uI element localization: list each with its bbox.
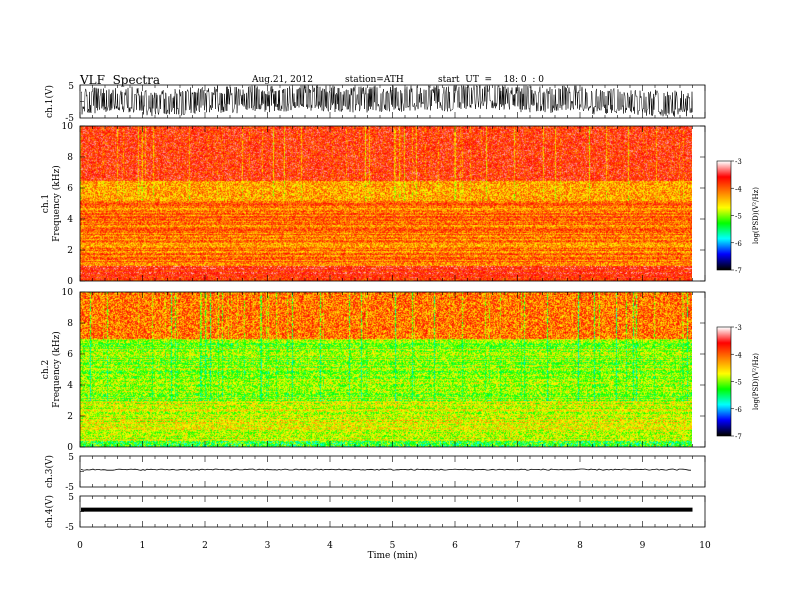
ytick-label-ch2-spectrogram: 8 (67, 319, 73, 329)
colorbar-tick-label-ch1-spectrogram: -7 (735, 267, 742, 275)
ytick-label-ch3-waveform: -5 (65, 483, 74, 493)
ch2-spectrogram-image (80, 292, 692, 447)
ch4-waveform-line (81, 507, 693, 512)
ylabel-ch4-waveform: ch.4(V) (44, 495, 55, 528)
panel-frame-3 (79, 291, 706, 448)
colorbar-tick-label-ch2-spectrogram: -3 (735, 324, 742, 332)
ch2-colorbar (717, 327, 731, 436)
colorbar-tick-label-ch1-spectrogram: -3 (735, 158, 742, 166)
xaxis-label: Time (min) (368, 550, 418, 561)
ytick-label-ch2-spectrogram: 4 (67, 381, 73, 391)
ch1-colorbar (717, 161, 731, 270)
tick-marks (79, 85, 734, 527)
colorbar-tick-label-ch2-spectrogram: -7 (735, 433, 742, 441)
xtick-label: 1 (140, 541, 146, 551)
xtick-label: 5 (390, 541, 396, 551)
colorbar-tick-label-ch1-spectrogram: -5 (735, 213, 742, 221)
ylabel-ch3-waveform: ch.3(V) (44, 455, 55, 488)
panel-frame-2 (79, 125, 706, 282)
ytick-label-ch1-spectrogram: 10 (62, 122, 74, 132)
start-time-label: start UT = 18: 0 : 0 (438, 75, 544, 85)
colorbar-frame-ch1-spectrogram (716, 160, 732, 271)
ytick-label-ch1-spectrogram: 8 (67, 153, 73, 163)
xtick-label: 0 (77, 541, 83, 551)
ytick-label-ch2-spectrogram: 10 (62, 288, 74, 298)
ytick-label-ch2-spectrogram: 2 (67, 412, 73, 422)
ch1-spectrogram-image (80, 126, 692, 281)
panel-frames (79, 84, 732, 528)
axis-labels: 5-5ch.1(V)5-5ch.3(V)5-5ch.4(V)0 1 2 3 4 5 6 7 8 9… (41, 82, 760, 561)
ylabel-frequency-ch1-spectrogram: Frequency (kHz) (51, 165, 62, 242)
ytick-label-ch1-spectrogram: 6 (67, 184, 73, 194)
xtick-label: 9 (640, 541, 646, 551)
ytick-label-ch4-waveform: -5 (65, 523, 74, 533)
ytick-label-ch1-waveform: 5 (68, 82, 74, 92)
colorbar-label-ch1-spectrogram: log(PSD)(V²/Hz) (752, 187, 760, 244)
station-label: station=ATH (345, 75, 404, 85)
ytick-label-ch1-spectrogram: 4 (67, 215, 73, 225)
colorbar-tick-label-ch1-spectrogram: -4 (735, 185, 742, 193)
date-label: Aug.21, 2012 (252, 75, 313, 85)
xtick-label: 3 (265, 541, 271, 551)
ylabel-channel-ch2-spectrogram: ch.2 (41, 360, 51, 379)
ytick-label-ch4-waveform: 5 (68, 493, 74, 503)
xtick-label: 7 (515, 541, 521, 551)
ytick-label-ch1-waveform: -5 (65, 114, 74, 124)
ylabel-ch1-waveform: ch.1(V) (44, 85, 55, 118)
ch1-waveform-line (80, 84, 693, 117)
xtick-label: 2 (202, 541, 208, 551)
xtick-label: 8 (577, 541, 583, 551)
colorbar-tick-label-ch2-spectrogram: -6 (735, 406, 742, 414)
figure-title: VLF Spectra (80, 73, 161, 87)
ytick-label-ch2-spectrogram: 0 (67, 443, 73, 453)
ylabel-channel-ch1-spectrogram: ch.1 (41, 194, 51, 213)
ytick-label-ch1-spectrogram: 2 (67, 246, 73, 256)
ytick-label-ch1-spectrogram: 0 (67, 277, 73, 287)
waveform-lines (80, 84, 693, 512)
colorbar-tick-label-ch1-spectrogram: -6 (735, 240, 742, 248)
xtick-label: 6 (452, 541, 458, 551)
xtick-label: 10 (699, 541, 711, 551)
ytick-label-ch2-spectrogram: 6 (67, 350, 73, 360)
colorbar-tick-label-ch2-spectrogram: -5 (735, 379, 742, 387)
colorbar-frame-ch2-spectrogram (716, 326, 732, 437)
xtick-label: 4 (327, 541, 333, 551)
ylabel-frequency-ch2-spectrogram: Frequency (kHz) (51, 331, 62, 408)
ch3-waveform-line (80, 468, 691, 471)
ytick-label-ch3-waveform: 5 (68, 453, 74, 463)
colorbar-label-ch2-spectrogram: log(PSD)(V²/Hz) (752, 353, 760, 410)
colorbar-tick-label-ch2-spectrogram: -4 (735, 351, 742, 359)
